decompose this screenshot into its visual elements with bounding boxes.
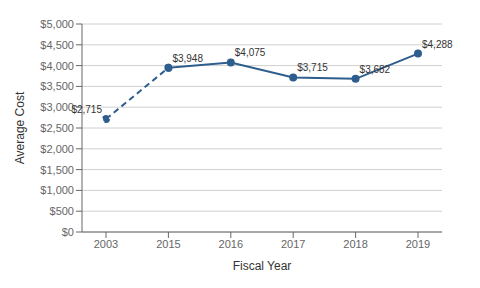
svg-text:2017: 2017	[281, 238, 305, 250]
svg-text:Fiscal Year: Fiscal Year	[233, 259, 292, 273]
svg-text:$3,715: $3,715	[297, 62, 328, 73]
svg-text:$4,075: $4,075	[235, 47, 266, 58]
svg-text:$4,000: $4,000	[40, 60, 74, 72]
svg-text:$2,500: $2,500	[40, 122, 74, 134]
svg-text:$2,715: $2,715	[71, 104, 102, 115]
svg-text:$3,682: $3,682	[360, 64, 391, 75]
svg-text:2019: 2019	[406, 238, 430, 250]
svg-text:$1,000: $1,000	[40, 184, 74, 196]
svg-text:2015: 2015	[156, 238, 180, 250]
svg-text:2018: 2018	[343, 238, 367, 250]
svg-text:$5,000: $5,000	[40, 18, 74, 30]
svg-text:$3,000: $3,000	[40, 101, 74, 113]
svg-text:$1,500: $1,500	[40, 164, 74, 176]
svg-text:$4,500: $4,500	[40, 39, 74, 51]
svg-text:$4,288: $4,288	[422, 39, 453, 50]
svg-text:2003: 2003	[94, 238, 118, 250]
svg-text:$3,948: $3,948	[172, 53, 203, 64]
svg-text:$500: $500	[50, 205, 74, 217]
svg-text:Average Cost: Average Cost	[13, 91, 27, 164]
svg-text:2016: 2016	[219, 238, 243, 250]
svg-text:$2,000: $2,000	[40, 143, 74, 155]
svg-text:$0: $0	[62, 226, 74, 238]
svg-text:$3,500: $3,500	[40, 80, 74, 92]
